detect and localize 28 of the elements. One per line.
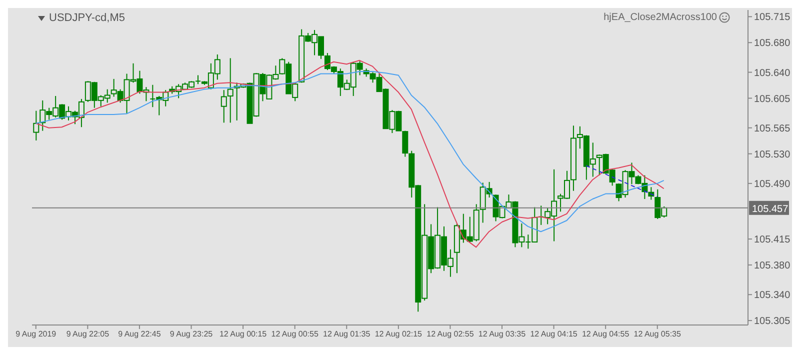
x-tick-label: 12 Aug 00:55 <box>271 330 319 339</box>
y-tick-label: 105.680 <box>754 38 791 50</box>
chart-title: USDJPY-cd,M5 <box>49 12 126 24</box>
ref-line-label: 105.457 <box>752 204 789 215</box>
y-tick-label: 105.715 <box>754 12 791 24</box>
y-tick-label: 105.565 <box>754 123 791 134</box>
annotation: hjEA_Close2MAcross100 <box>604 12 717 23</box>
x-tick-label: 12 Aug 00:15 <box>219 330 268 339</box>
y-tick-label: 105.490 <box>754 178 791 190</box>
y-tick-label: 105.415 <box>754 234 791 246</box>
y-tick-label: 105.640 <box>754 68 791 79</box>
y-tick-label: 105.380 <box>754 260 791 272</box>
candlestick <box>33 110 40 141</box>
x-tick-label: 12 Aug 03:35 <box>478 330 526 339</box>
y-tick-label: 105.305 <box>754 316 791 328</box>
x-tick-label: 12 Aug 02:15 <box>374 330 423 339</box>
x-tick-label: 9 Aug 22:45 <box>118 330 162 339</box>
x-tick-label: 12 Aug 05:35 <box>634 330 682 339</box>
x-tick-label: 9 Aug 22:05 <box>66 330 110 339</box>
y-tick-label: 105.605 <box>754 94 791 105</box>
x-tick-label: 12 Aug 02:55 <box>426 330 474 339</box>
y-tick-label: 105.530 <box>754 149 791 160</box>
x-tick-label: 12 Aug 01:35 <box>323 330 371 339</box>
y-tick-label: 105.340 <box>754 290 791 302</box>
x-tick-label: 12 Aug 04:55 <box>582 330 630 339</box>
x-tick-label: 9 Aug 23:25 <box>170 330 214 339</box>
x-tick-label: 9 Aug 2019 <box>16 330 57 339</box>
x-tick-label: 12 Aug 04:15 <box>530 330 578 339</box>
